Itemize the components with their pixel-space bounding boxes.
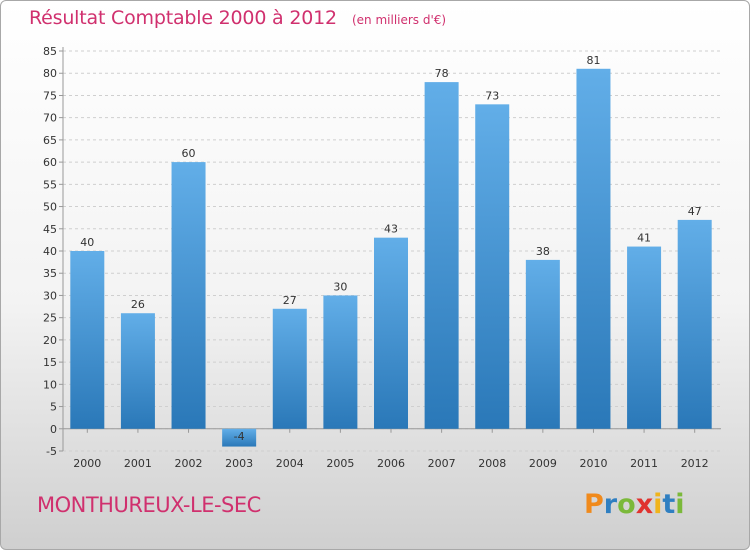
logo-letter: x (635, 489, 654, 520)
bar (171, 162, 206, 429)
y-tick-label: 10 (43, 378, 57, 391)
data-label: 43 (384, 223, 398, 236)
logo-letter: i (653, 489, 663, 520)
bar (323, 295, 358, 429)
data-label: 41 (637, 232, 651, 245)
y-tick-label: 5 (50, 401, 57, 414)
x-tick-label: 2000 (73, 457, 101, 470)
bar (70, 251, 105, 429)
bar (424, 82, 459, 429)
y-tick-label: 25 (43, 312, 57, 325)
proxiti-logo[interactable]: Proxiti (584, 489, 685, 520)
location-name: MONTHUREUX-LE-SEC (37, 493, 261, 517)
y-tick-label: -5 (46, 445, 57, 458)
bar (627, 246, 662, 429)
x-tick-label: 2012 (681, 457, 709, 470)
data-label: 26 (131, 298, 145, 311)
x-tick-label: 2001 (124, 457, 152, 470)
data-label: 27 (283, 294, 297, 307)
y-tick-label: 60 (43, 156, 57, 169)
data-label: 81 (586, 54, 600, 67)
y-tick-label: 45 (43, 223, 57, 236)
data-label: 73 (485, 89, 499, 102)
x-tick-label: 2006 (377, 457, 405, 470)
data-label: 60 (182, 147, 196, 160)
data-label: 47 (688, 205, 702, 218)
y-tick-label: 50 (43, 201, 57, 214)
logo-letter: o (617, 489, 636, 520)
y-tick-label: 35 (43, 267, 57, 280)
y-tick-label: 40 (43, 245, 57, 258)
x-tick-label: 2011 (630, 457, 658, 470)
data-label: 40 (80, 236, 94, 249)
y-tick-label: 70 (43, 112, 57, 125)
x-tick-label: 2008 (478, 457, 506, 470)
chart-title: Résultat Comptable 2000 à 2012 (29, 7, 337, 29)
y-tick-label: 55 (43, 178, 57, 191)
data-label: 38 (536, 245, 550, 258)
data-label: -4 (234, 430, 245, 443)
bar (222, 428, 257, 447)
y-tick-label: 30 (43, 289, 57, 302)
bar (475, 104, 510, 429)
bar (120, 313, 155, 429)
data-labels: 40 26 60 -4 27 30 43 78 73 38 81 41 47 (80, 54, 701, 443)
logo-letter: r (603, 489, 618, 520)
bar (525, 259, 560, 429)
x-tick-label: 2004 (276, 457, 304, 470)
y-tick-label: 85 (43, 45, 57, 58)
bar (677, 219, 712, 429)
x-tick-label: 2009 (529, 457, 557, 470)
data-label: 78 (435, 67, 449, 80)
x-tick-label: 2010 (579, 457, 607, 470)
bars (70, 68, 712, 447)
logo-letter: i (675, 489, 685, 520)
y-tick-label: 80 (43, 67, 57, 80)
logo-letter: t (662, 489, 676, 520)
y-tick-label: 0 (50, 423, 57, 436)
logo-letter: P (584, 489, 604, 520)
chart-subtitle: (en milliers d'€) (351, 13, 447, 27)
bar (576, 68, 611, 429)
y-tick-label: 65 (43, 134, 57, 147)
data-label: 30 (333, 280, 347, 293)
bar (374, 237, 408, 429)
chart-title-block: Résultat Comptable 2000 à 2012 (en milli… (29, 7, 446, 29)
x-tick-label: 2007 (428, 457, 456, 470)
y-tick-label: 15 (43, 356, 57, 369)
y-tick-label: 75 (43, 89, 57, 102)
x-tick-label: 2005 (326, 457, 354, 470)
x-tick-label: 2003 (225, 457, 253, 470)
y-tick-label: 20 (43, 334, 57, 347)
x-tick-label: 2002 (175, 457, 203, 470)
bar (272, 308, 307, 429)
